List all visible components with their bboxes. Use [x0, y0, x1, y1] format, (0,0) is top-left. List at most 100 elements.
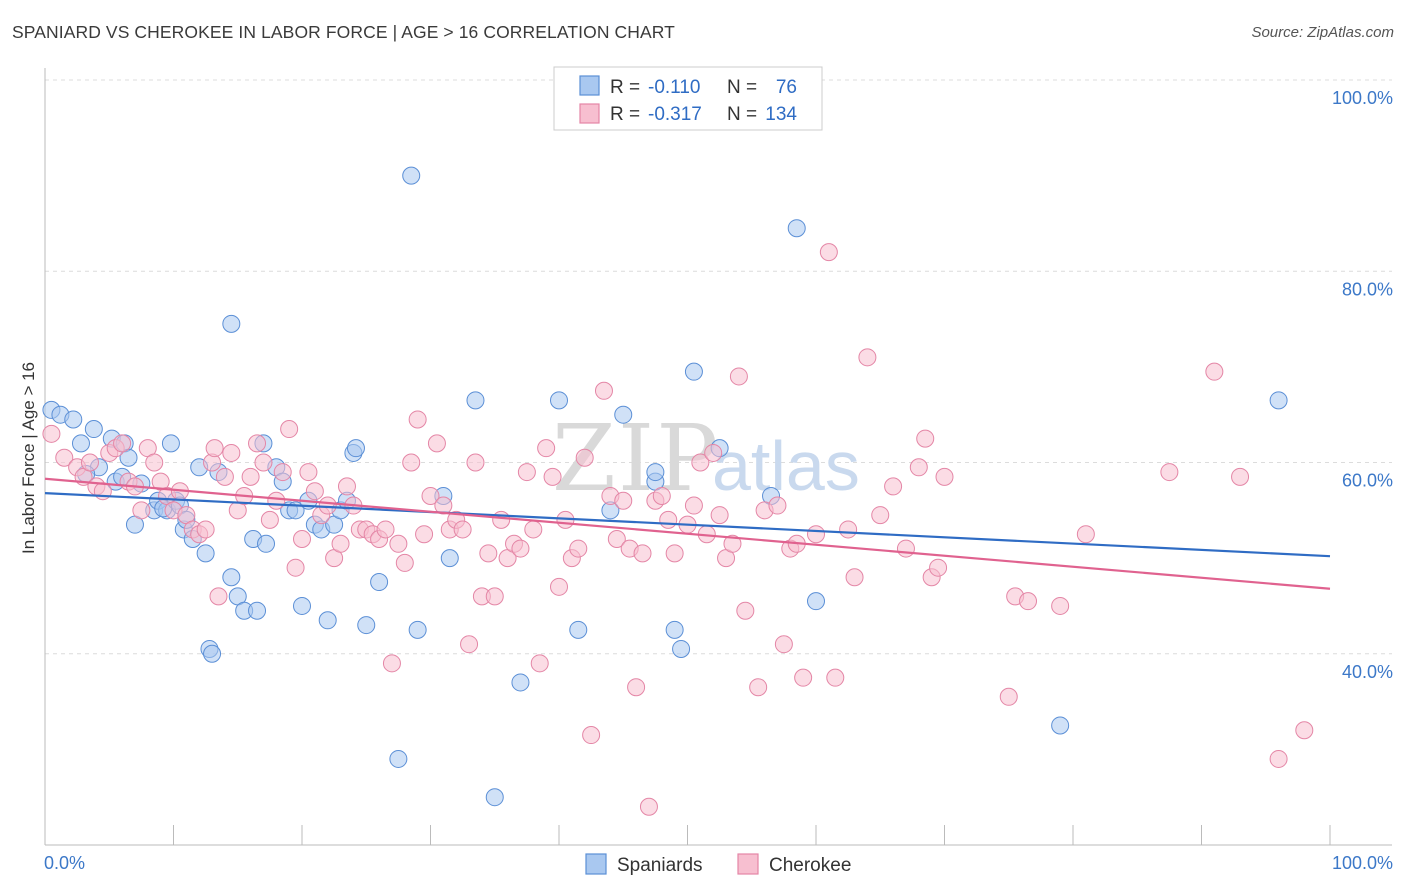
- cherokee-point: [575, 448, 594, 467]
- cherokee-point: [305, 482, 324, 501]
- cherokee-point: [871, 506, 890, 525]
- legend-swatch-cherokee: [579, 103, 600, 124]
- spaniards-point: [807, 592, 825, 611]
- bottom-legend-cherokee: Cherokee: [769, 855, 851, 876]
- spaniards-point: [71, 434, 90, 453]
- x-tick-label-min: 0.0%: [44, 853, 85, 873]
- spaniards-point: [357, 616, 376, 635]
- cherokee-point: [299, 463, 318, 482]
- cherokee-point: [408, 410, 427, 429]
- cherokee-point: [607, 530, 626, 548]
- cherokee-point: [222, 443, 241, 462]
- cherokee-point: [511, 539, 530, 558]
- spaniards-point: [1051, 716, 1070, 735]
- cherokee-point: [819, 243, 838, 262]
- cherokee-point: [132, 501, 151, 520]
- legend-r-value-2: -0.317: [648, 104, 702, 125]
- cherokee-point: [427, 434, 446, 453]
- cherokee-point: [1019, 592, 1038, 611]
- spaniards-point: [646, 463, 665, 482]
- cherokee-point: [395, 553, 414, 572]
- bottom-legend-swatch-spaniards: [585, 853, 607, 875]
- spaniards-point: [370, 573, 389, 592]
- cherokee-point: [582, 726, 601, 745]
- cherokee-point: [569, 539, 588, 558]
- cherokee-point: [794, 668, 813, 687]
- spaniards-point: [569, 620, 588, 639]
- cherokee-point: [1205, 362, 1224, 381]
- cherokee-point: [415, 525, 434, 544]
- cherokee-point: [858, 348, 877, 367]
- spaniards-point: [684, 362, 703, 381]
- cherokee-point: [196, 520, 215, 539]
- axes: [44, 68, 1392, 846]
- y-tick-label: 40.0%: [1342, 662, 1393, 682]
- y-tick-labels: 40.0% 60.0% 80.0% 100.0%: [1332, 88, 1393, 682]
- spaniards-point: [389, 749, 408, 768]
- cherokee-point: [736, 601, 755, 620]
- spaniards-point: [511, 673, 530, 692]
- spaniards-point: [318, 611, 337, 630]
- chart-title: SPANIARD VS CHEROKEE IN LABOR FORCE | AG…: [12, 22, 675, 42]
- cherokee-point: [909, 458, 928, 477]
- legend-swatch-spaniards: [579, 75, 600, 96]
- cherokee-point: [884, 477, 903, 496]
- spaniards-point: [346, 439, 365, 458]
- spaniards-point: [1269, 391, 1288, 410]
- cherokee-point: [691, 453, 710, 472]
- cherokee-point: [550, 577, 568, 596]
- legend-n-label-2: N =: [727, 104, 757, 125]
- cherokee-point: [1051, 596, 1070, 615]
- cherokee-point: [402, 453, 421, 472]
- cherokee-point: [209, 587, 228, 606]
- cherokee-point: [999, 687, 1018, 706]
- cherokee-point: [389, 534, 408, 553]
- spaniards-point: [84, 420, 103, 439]
- cherokee-point: [652, 486, 671, 505]
- cherokee-point: [627, 678, 646, 697]
- spaniards-trend-line: [44, 492, 1331, 558]
- cherokee-point: [807, 525, 825, 544]
- cherokee-point: [1231, 467, 1250, 486]
- cherokee-point: [723, 534, 742, 553]
- cherokee-point: [916, 429, 935, 448]
- cherokee-point: [331, 534, 350, 553]
- cherokee-point: [241, 467, 260, 486]
- cherokee-point: [479, 544, 498, 563]
- cherokee-point: [1295, 721, 1314, 740]
- cherokee-point: [633, 544, 652, 563]
- y-axis-title: In Labor Force | Age > 16: [19, 362, 38, 554]
- cherokee-point: [492, 510, 511, 529]
- cherokee-point: [260, 510, 279, 529]
- y-tick-label: 60.0%: [1342, 471, 1393, 491]
- cherokee-point: [1160, 463, 1179, 482]
- spaniards-point: [550, 391, 568, 410]
- cherokee-point: [55, 448, 74, 467]
- bottom-legend-spaniards: Spaniards: [617, 855, 703, 876]
- cherokee-point: [280, 420, 299, 439]
- cherokee-point: [935, 467, 954, 486]
- cherokee-point: [826, 668, 845, 687]
- cherokee-point: [896, 539, 915, 558]
- spaniards-point: [614, 405, 633, 424]
- cherokee-point: [530, 654, 549, 673]
- cherokee-point: [293, 530, 311, 548]
- cherokee-point: [466, 453, 485, 472]
- spaniards-point: [787, 219, 806, 238]
- cherokee-point: [434, 496, 453, 515]
- cherokee-point: [113, 434, 132, 453]
- cherokee-point: [684, 496, 703, 515]
- legend-n-value-2: 134: [765, 104, 797, 125]
- x-tick-label-max: 100.0%: [1332, 853, 1393, 873]
- source-credit: Source: ZipAtlas.com: [1251, 24, 1394, 41]
- spaniards-point: [257, 534, 276, 553]
- cherokee-point: [543, 467, 562, 486]
- cherokee-point: [749, 678, 768, 697]
- spaniards-point: [665, 620, 684, 639]
- spaniards-point: [485, 788, 504, 807]
- gridlines: [45, 79, 1392, 655]
- cherokee-points: [42, 243, 1314, 816]
- y-tick-label: 100.0%: [1332, 88, 1393, 108]
- cherokee-point: [594, 381, 613, 400]
- cherokee-point: [485, 587, 504, 606]
